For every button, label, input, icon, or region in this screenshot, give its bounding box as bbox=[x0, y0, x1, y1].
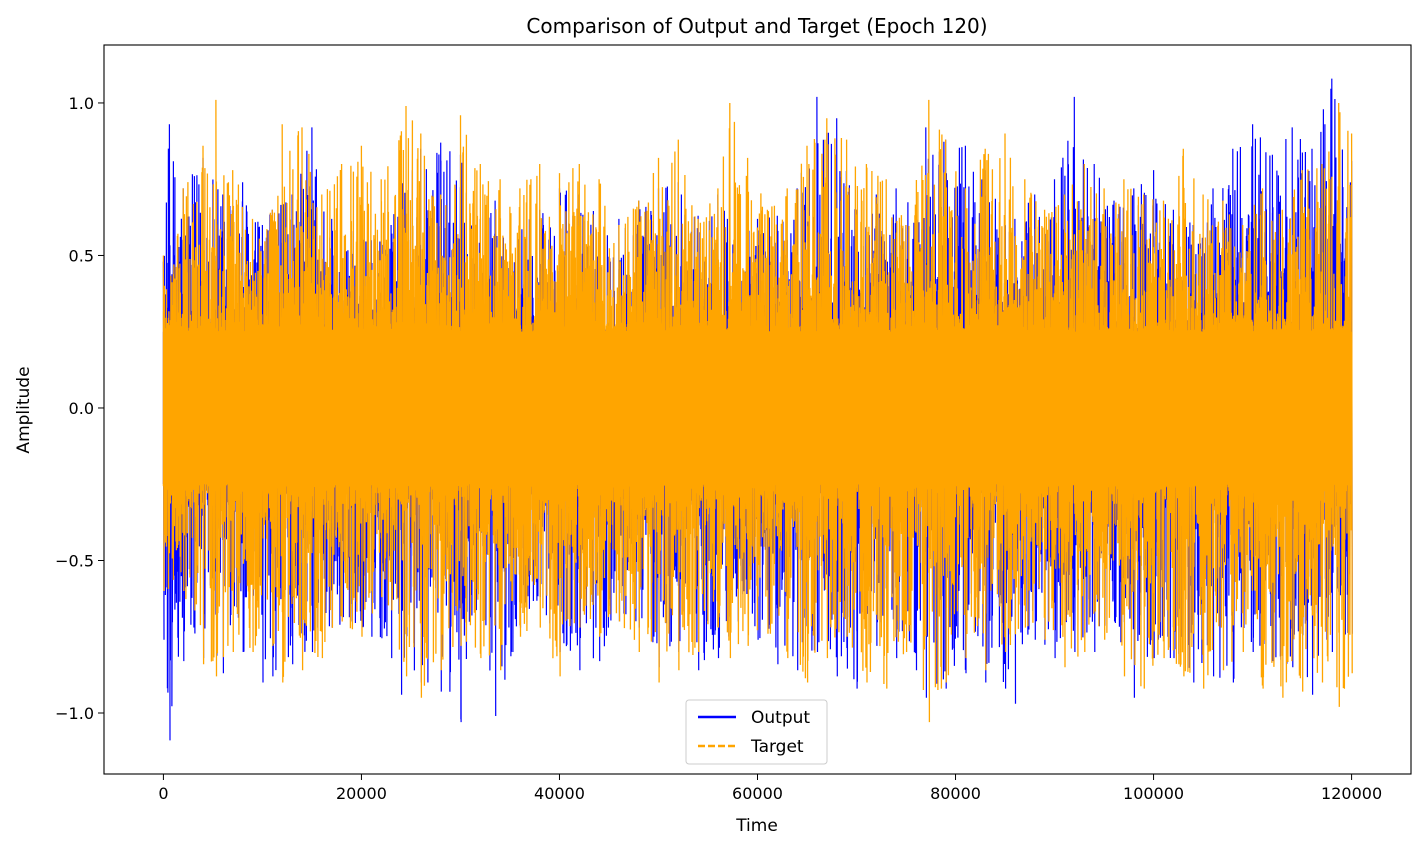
plot-area bbox=[162, 78, 1353, 741]
y-axis-label: Amplitude bbox=[14, 366, 34, 453]
y-tick-label: −0.5 bbox=[55, 551, 94, 570]
series-path bbox=[162, 99, 1353, 723]
x-tick-label: 0 bbox=[158, 784, 168, 803]
x-tick-label: 20000 bbox=[336, 784, 387, 803]
x-axis-label: Time bbox=[735, 816, 778, 836]
x-tick-label: 80000 bbox=[930, 784, 981, 803]
y-tick-label: −1.0 bbox=[55, 704, 94, 723]
y-tick-label: 0.0 bbox=[69, 399, 94, 418]
x-axis: 0 20000 40000 60000 80000 100000 120000 bbox=[158, 774, 1382, 803]
y-tick-label: 0.5 bbox=[69, 246, 94, 265]
y-tick-label: 1.0 bbox=[69, 94, 94, 113]
series-target-line bbox=[162, 99, 1353, 723]
x-tick-label: 60000 bbox=[732, 784, 783, 803]
y-axis: −1.0 −0.5 0.0 0.5 1.0 bbox=[55, 94, 104, 723]
x-tick-label: 120000 bbox=[1321, 784, 1382, 803]
x-tick-label: 100000 bbox=[1123, 784, 1184, 803]
legend: Output Target bbox=[685, 699, 828, 765]
legend-label-target: Target bbox=[750, 737, 804, 757]
x-tick-label: 40000 bbox=[534, 784, 585, 803]
chart-title: Comparison of Output and Target (Epoch 1… bbox=[526, 14, 987, 38]
legend-label-output: Output bbox=[751, 708, 810, 728]
